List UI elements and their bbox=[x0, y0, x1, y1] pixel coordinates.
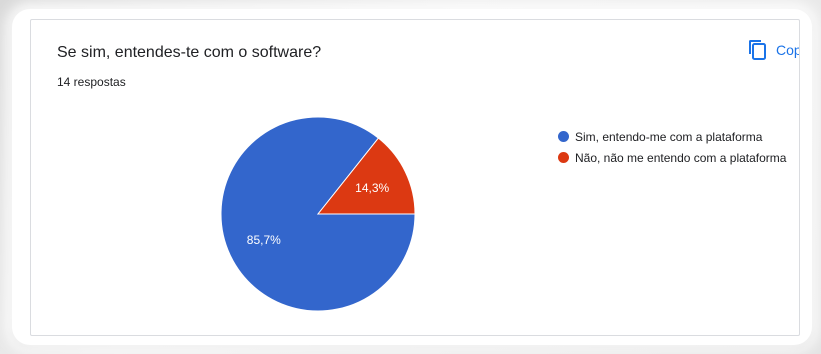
response-card: Se sim, entendes-te com o software? 14 r… bbox=[12, 9, 812, 345]
copy-chart-label: Cop bbox=[776, 42, 800, 58]
legend-item-0[interactable]: Sim, entendo-me com a plataforma bbox=[558, 126, 786, 147]
response-count: 14 respostas bbox=[57, 75, 126, 89]
copy-chart-button[interactable]: Cop bbox=[748, 38, 800, 62]
pie-data-label-0: 85,7% bbox=[247, 233, 281, 247]
pie-data-label-1: 14,3% bbox=[355, 181, 389, 195]
legend-label-0: Sim, entendo-me com a plataforma bbox=[575, 129, 763, 144]
legend-swatch-1 bbox=[558, 152, 569, 163]
chart-panel: Se sim, entendes-te com o software? 14 r… bbox=[30, 19, 800, 336]
copy-icon bbox=[749, 40, 766, 60]
legend-label-1: Não, não me entendo com a plataforma bbox=[575, 150, 787, 165]
legend-swatch-0 bbox=[558, 131, 569, 142]
chart-legend: Sim, entendo-me com a plataforma Não, não… bbox=[558, 126, 786, 168]
pie-chart: 85,7% 14,3% bbox=[220, 116, 416, 312]
pie-slice-0[interactable] bbox=[220, 116, 416, 312]
pie-slice-1[interactable] bbox=[316, 137, 416, 215]
question-title: Se sim, entendes-te com o software? bbox=[57, 44, 322, 61]
legend-item-1[interactable]: Não, não me entendo com a plataforma bbox=[558, 147, 786, 168]
